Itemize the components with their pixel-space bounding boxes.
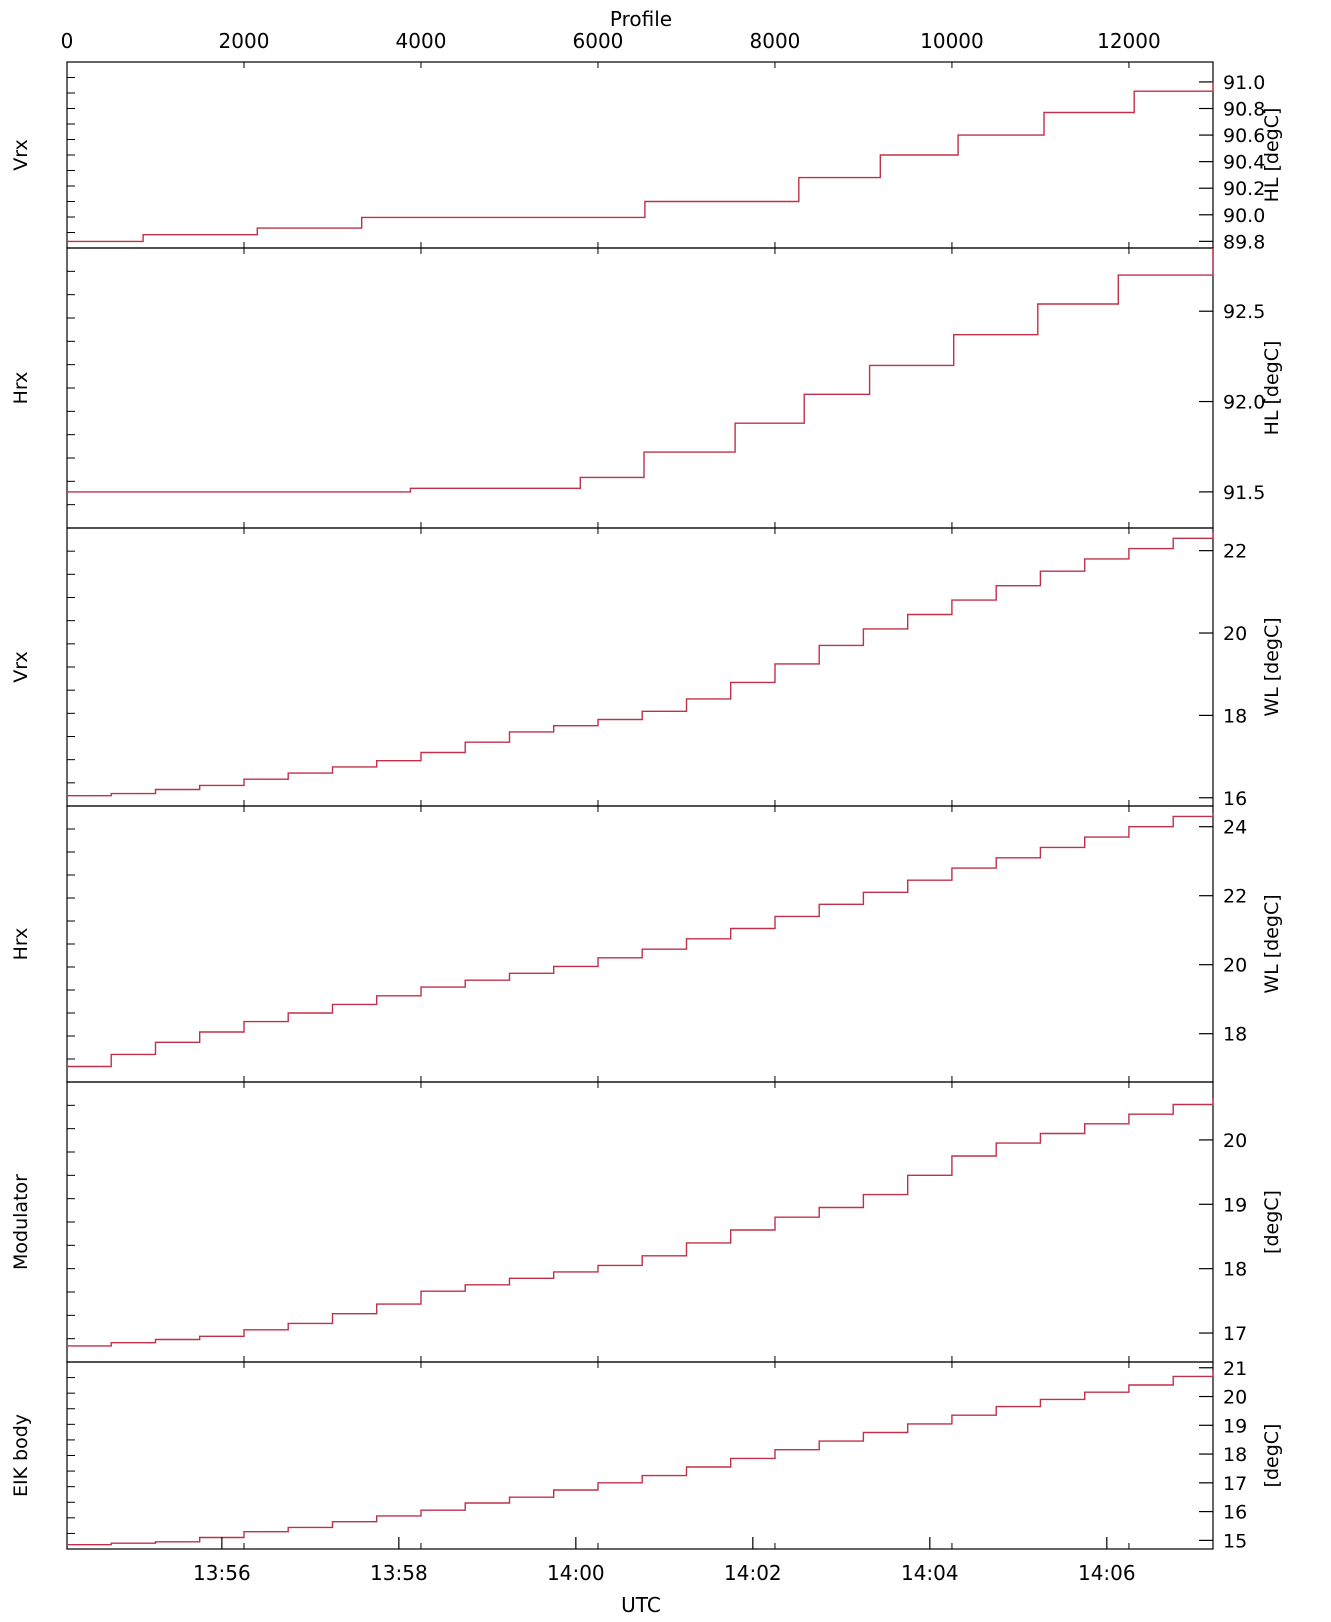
profile-tick-label: 2000 <box>219 29 270 53</box>
panel-5-frame <box>66 1081 1214 1363</box>
panel-3-ytick-label: 16 <box>1223 788 1247 810</box>
panel-6-ytick-label: 16 <box>1223 1502 1247 1524</box>
panel-4-ytick-label: 22 <box>1223 886 1247 908</box>
panel-4-left-label: Hrx <box>10 928 32 961</box>
panel-1-ytick-label: 90.2 <box>1223 178 1265 200</box>
utc-tick-label: 14:06 <box>1078 1561 1136 1585</box>
panel-6-ytick-label: 17 <box>1223 1473 1247 1495</box>
bottom-axis-title: UTC <box>621 1593 661 1617</box>
panel-3-right-label: WL [degC] <box>1261 617 1283 716</box>
panel-6-ytick-label: 18 <box>1223 1444 1247 1466</box>
panel-3-ytick-label: 20 <box>1223 623 1247 645</box>
panel-1-series-line <box>67 81 1214 243</box>
profile-tick-label: 8000 <box>750 29 801 53</box>
panel-1-ytick-label: 90.0 <box>1223 205 1265 227</box>
panel-6-ytick-label: 20 <box>1223 1387 1247 1409</box>
panel-5-ytick-label: 17 <box>1223 1323 1247 1345</box>
panel-4-ytick-label: 18 <box>1223 1024 1247 1046</box>
panel-6-right-label: [degC] <box>1261 1424 1283 1488</box>
panel-3-left-label: Vrx <box>10 651 32 683</box>
panel-2-ytick-label: 92.0 <box>1223 392 1265 414</box>
utc-tick-label: 13:58 <box>370 1561 428 1585</box>
panel-3-ytick-label: 18 <box>1223 705 1247 727</box>
profile-tick-label: 0 <box>61 29 74 53</box>
panel-4-ytick-label: 24 <box>1223 817 1247 839</box>
panel-2-frame <box>66 247 1214 529</box>
panel-5-right-label: [degC] <box>1261 1190 1283 1254</box>
panel-5-ytick-label: 20 <box>1223 1130 1247 1152</box>
utc-tick-label: 14:00 <box>547 1561 605 1585</box>
panel-1-ytick-label: 90.8 <box>1223 99 1265 121</box>
panel-5-left-label: Modulator <box>10 1174 32 1270</box>
panel-6-series-line <box>67 1370 1214 1546</box>
utc-tick-label: 13:56 <box>193 1561 251 1585</box>
utc-tick-label: 14:04 <box>901 1561 959 1585</box>
panels-group: 89.8 90.0 90.2 90.4 90.6 90.8 91.0 Vrx HL [degC]… <box>10 29 1283 1585</box>
profile-tick-label: 12000 <box>1097 29 1161 53</box>
panel-2-series-line <box>67 248 1214 493</box>
panel-6-ytick-label: 19 <box>1223 1415 1247 1437</box>
profile-tick-label: 10000 <box>920 29 984 53</box>
panel-2-right-label: HL [degC] <box>1261 341 1283 436</box>
panel-3-series-line <box>67 532 1214 797</box>
panel-5-ytick-label: 18 <box>1223 1259 1247 1281</box>
panel-5-ytick-label: 19 <box>1223 1194 1247 1216</box>
panel-1-ytick-label: 89.8 <box>1223 231 1265 253</box>
panel-3-frame <box>66 527 1214 807</box>
panel-4-right-label: WL [degC] <box>1261 894 1283 993</box>
panel-5-series-line <box>67 1098 1214 1347</box>
panel-2-ytick-label: 91.5 <box>1223 482 1265 504</box>
panel-3-ytick-label: 22 <box>1223 541 1247 563</box>
top-axis-title: Profile <box>610 7 672 31</box>
panel-1-frame <box>66 61 1214 249</box>
panel-1-left-label: Vrx <box>10 139 32 171</box>
panel-2-ytick-label: 92.5 <box>1223 301 1265 323</box>
panel-1-ytick-label: 91.0 <box>1223 72 1265 94</box>
panel-4-series-line <box>67 812 1214 1068</box>
profile-tick-label: 4000 <box>396 29 447 53</box>
panel-6-left-label: EIK body <box>10 1414 32 1497</box>
panel-6-ytick-label: 21 <box>1223 1358 1247 1380</box>
panel-6-frame <box>66 1361 1214 1550</box>
panel-2-left-label: Hrx <box>10 372 32 405</box>
panel-1-right-label: HL [degC] <box>1261 108 1283 203</box>
utc-tick-label: 14:02 <box>724 1561 782 1585</box>
panel-4-ytick-label: 20 <box>1223 955 1247 977</box>
profile-tick-label: 6000 <box>573 29 624 53</box>
panel-6-ytick-label: 15 <box>1223 1530 1247 1552</box>
panel-1-ytick-label: 90.4 <box>1223 152 1265 174</box>
panel-1-ytick-label: 90.6 <box>1223 125 1265 147</box>
